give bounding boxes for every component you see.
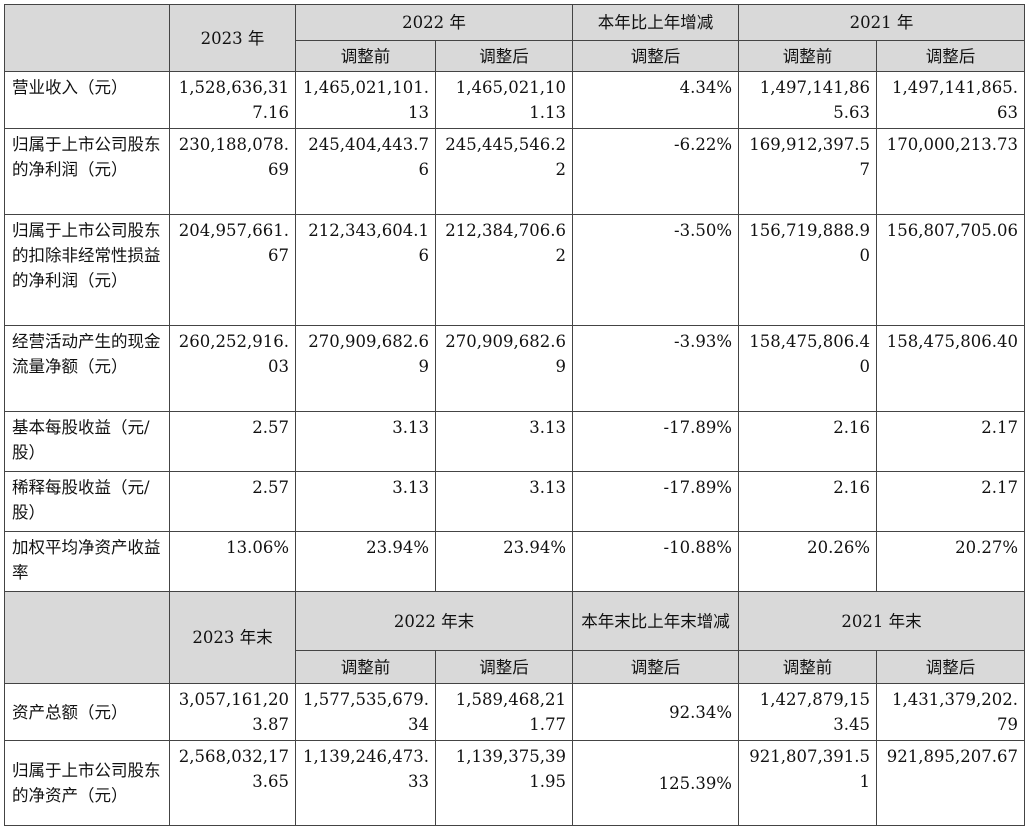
row-label: 营业收入（元） [4, 71, 170, 129]
cell-v2021-after: 921,895,207.67 [876, 740, 1025, 826]
row-label: 归属于上市公司股东的净利润（元） [4, 128, 170, 215]
cell-v2023: 204,957,661.67 [169, 214, 296, 326]
header-change-end: 本年末比上年末增减 [572, 591, 739, 651]
row-label: 经营活动产生的现金流量净额（元） [4, 325, 170, 412]
header-year-2021-end: 2021 年末 [738, 591, 1025, 651]
header-year-2023: 2023 年 [169, 4, 296, 72]
table-row: 资产总额（元） 3,057,161,203.87 1,577,535,679.34 1… [4, 683, 1025, 741]
cell-v2022-before: 23.94% [295, 531, 436, 592]
cell-change: -3.93% [572, 325, 739, 412]
cell-v2021-before: 169,912,397.57 [738, 128, 877, 215]
header-2021-before: 调整前 [738, 650, 877, 684]
table-row: 营业收入（元） 1,528,636,317.16 1,465,021,101.13 1… [4, 71, 1025, 129]
header-blank-cell [4, 591, 170, 684]
cell-v2022-after: 3.13 [435, 471, 573, 532]
cell-v2021-after: 2.17 [876, 471, 1025, 532]
table-row: 经营活动产生的现金流量净额（元） 260,252,916.03 270,909,68… [4, 325, 1025, 412]
cell-v2022-before: 212,343,604.16 [295, 214, 436, 326]
cell-v2021-after: 2.17 [876, 411, 1025, 472]
row-label: 加权平均净资产收益率 [4, 531, 170, 592]
table-row: 归属于上市公司股东的净资产（元） 2,568,032,173.65 1,139,24… [4, 740, 1025, 826]
cell-v2022-after: 270,909,682.69 [435, 325, 573, 412]
header-2021-after: 调整后 [876, 40, 1025, 72]
header-year-2022: 2022 年 [295, 4, 573, 41]
header-2022-after: 调整后 [435, 40, 573, 72]
balance-header-row-2: 调整前 调整后 调整后 调整前 调整后 [5, 650, 1025, 684]
cell-v2022-before: 3.13 [295, 471, 436, 532]
cell-v2023: 2.57 [169, 471, 296, 532]
cell-v2022-before: 245,404,443.76 [295, 128, 436, 215]
cell-v2021-after: 1,497,141,865.63 [876, 71, 1025, 129]
income-header-row-2: 调整前 调整后 调整后 调整前 调整后 [5, 40, 1025, 72]
header-year-2022-end: 2022 年末 [295, 591, 573, 651]
cell-v2022-after: 1,465,021,101.13 [435, 71, 573, 129]
cell-v2021-before: 2.16 [738, 471, 877, 532]
balance-rows: 资产总额（元） 3,057,161,203.87 1,577,535,679.34 1… [4, 683, 1025, 826]
header-2021-after: 调整后 [876, 650, 1025, 684]
header-change: 本年比上年增减 [572, 4, 739, 41]
cell-change: -17.89% [572, 471, 739, 532]
header-2022-before: 调整前 [295, 40, 436, 72]
cell-v2023: 230,188,078.69 [169, 128, 296, 215]
cell-change: -10.88% [572, 531, 739, 592]
cell-v2021-before: 1,427,879,153.45 [738, 683, 877, 741]
table-row: 归属于上市公司股东的扣除非经常性损益的净利润（元） 204,957,661.67 2… [4, 214, 1025, 326]
row-label: 稀释每股收益（元/股） [4, 471, 170, 532]
cell-change: 125.39% [572, 740, 739, 826]
cell-v2021-after: 158,475,806.40 [876, 325, 1025, 412]
cell-v2022-before: 1,139,246,473.33 [295, 740, 436, 826]
row-label: 资产总额（元） [4, 683, 170, 741]
balance-header-row-1: 2023 年末 2022 年末 本年末比上年末增减 2021 年末 [4, 591, 1025, 684]
cell-change: -3.50% [572, 214, 739, 326]
cell-v2022-after: 1,139,375,391.95 [435, 740, 573, 826]
income-rows: 营业收入（元） 1,528,636,317.16 1,465,021,101.13 1… [4, 71, 1025, 592]
cell-v2021-after: 156,807,705.06 [876, 214, 1025, 326]
header-change-after: 调整后 [572, 40, 739, 72]
cell-v2023: 13.06% [169, 531, 296, 592]
row-label: 归属于上市公司股东的净资产（元） [4, 740, 170, 826]
cell-v2022-after: 23.94% [435, 531, 573, 592]
header-year-2023-end: 2023 年末 [169, 591, 296, 684]
row-label: 归属于上市公司股东的扣除非经常性损益的净利润（元） [4, 214, 170, 326]
cell-v2021-before: 2.16 [738, 411, 877, 472]
table-row: 稀释每股收益（元/股） 2.57 3.13 3.13 -17.89% 2.16 2.17 [4, 471, 1025, 532]
cell-change: 4.34% [572, 71, 739, 129]
cell-v2021-after: 170,000,213.73 [876, 128, 1025, 215]
header-2022-before: 调整前 [295, 650, 436, 684]
cell-change: 92.34% [572, 683, 739, 741]
cell-v2022-before: 1,465,021,101.13 [295, 71, 436, 129]
cell-v2022-after: 1,589,468,211.77 [435, 683, 573, 741]
header-change-after: 调整后 [572, 650, 739, 684]
cell-v2022-before: 270,909,682.69 [295, 325, 436, 412]
financial-data-table: 2023 年 2022 年 本年比上年增减 2021 年 调整前 调整后 调整后… [4, 4, 1025, 826]
cell-v2023: 3,057,161,203.87 [169, 683, 296, 741]
cell-change: -6.22% [572, 128, 739, 215]
cell-v2021-before: 1,497,141,865.63 [738, 71, 877, 129]
cell-v2022-after: 245,445,546.22 [435, 128, 573, 215]
cell-v2022-after: 3.13 [435, 411, 573, 472]
row-label: 基本每股收益（元/股） [4, 411, 170, 472]
header-blank-cell [4, 4, 170, 72]
cell-v2022-after: 212,384,706.62 [435, 214, 573, 326]
cell-change: -17.89% [572, 411, 739, 472]
cell-v2022-before: 3.13 [295, 411, 436, 472]
cell-v2021-after: 20.27% [876, 531, 1025, 592]
table-row: 加权平均净资产收益率 13.06% 23.94% 23.94% -10.88% 20.26… [4, 531, 1025, 592]
cell-v2021-before: 20.26% [738, 531, 877, 592]
income-header-row-1: 2023 年 2022 年 本年比上年增减 2021 年 [4, 4, 1025, 72]
table-row: 基本每股收益（元/股） 2.57 3.13 3.13 -17.89% 2.16 2.17 [4, 411, 1025, 472]
cell-v2021-before: 921,807,391.51 [738, 740, 877, 826]
cell-v2021-after: 1,431,379,202.79 [876, 683, 1025, 741]
cell-v2023: 2.57 [169, 411, 296, 472]
header-2022-after: 调整后 [435, 650, 573, 684]
cell-v2022-before: 1,577,535,679.34 [295, 683, 436, 741]
header-2021-before: 调整前 [738, 40, 877, 72]
cell-v2023: 1,528,636,317.16 [169, 71, 296, 129]
table-row: 归属于上市公司股东的净利润（元） 230,188,078.69 245,404,44… [4, 128, 1025, 215]
cell-v2021-before: 158,475,806.40 [738, 325, 877, 412]
cell-v2021-before: 156,719,888.90 [738, 214, 877, 326]
cell-v2023: 2,568,032,173.65 [169, 740, 296, 826]
cell-v2023: 260,252,916.03 [169, 325, 296, 412]
header-year-2021: 2021 年 [738, 4, 1025, 41]
